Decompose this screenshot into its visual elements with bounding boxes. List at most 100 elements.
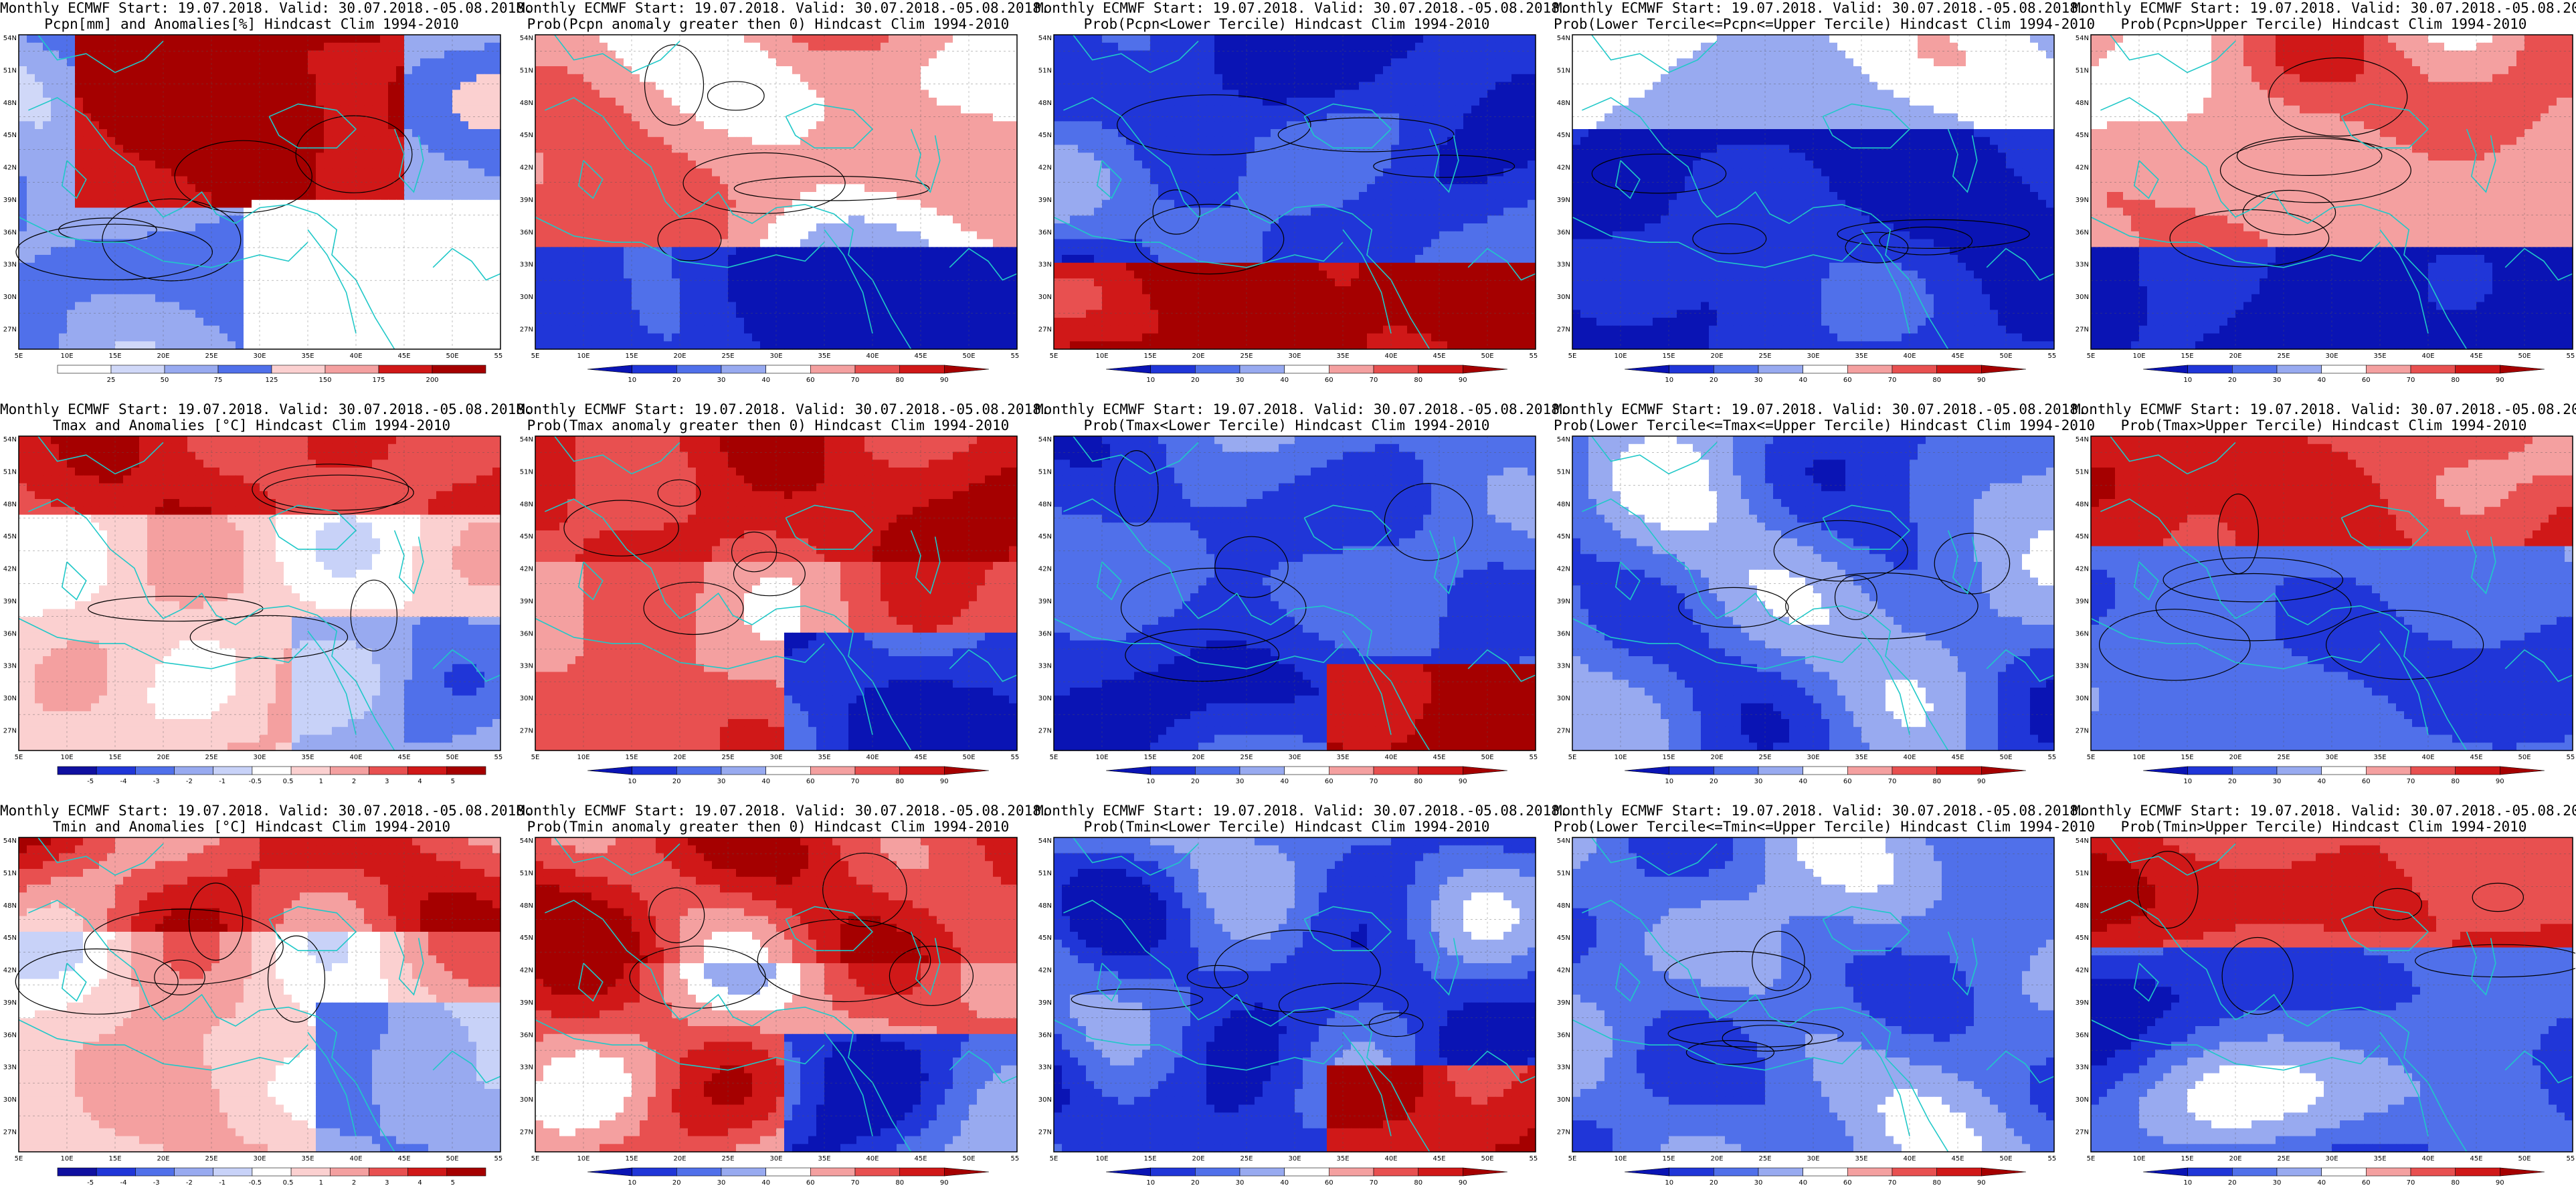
colorbar-tick-label: 90 — [1459, 778, 1467, 785]
lon-label: 40E — [349, 754, 362, 761]
colorbar-swatch — [1284, 766, 1329, 775]
lat-label: 33N — [1038, 663, 1052, 670]
colorbar-swatch — [1624, 1167, 1669, 1177]
colorbar-swatch — [1981, 1167, 2027, 1177]
colorbar-tick-label: -2 — [186, 1179, 193, 1187]
lon-label: 50E — [1999, 353, 2012, 360]
colorbar-swatch — [1328, 365, 1374, 374]
lon-label: 15E — [625, 353, 638, 360]
colorbar: -5 -4 -3 -2 -1 -0.5 0.5 1 2 3 4 5 — [44, 1167, 499, 1189]
colorbar-tick-label: 40 — [1280, 1179, 1289, 1187]
colorbar-tick-label: 70 — [851, 778, 860, 785]
lon-label: 30E — [2325, 1155, 2338, 1163]
lat-label: 42N — [3, 566, 17, 573]
panel-title-line1: Monthly ECMWF Start: 19.07.2018. Valid: … — [2072, 401, 2576, 417]
lon-label: 25E — [1758, 754, 1771, 761]
panel-title-line1: Monthly ECMWF Start: 19.07.2018. Valid: … — [0, 401, 533, 417]
field-shading — [1054, 837, 1536, 1152]
map-plot: 54N 51N 48N 45N 42N 39N 36N 33N 30N 27N 5E 10E 15E 20… — [1557, 34, 2057, 360]
colorbar-tick-label: -4 — [120, 1179, 127, 1187]
colorbar-tick-label: 40 — [2317, 1179, 2326, 1187]
colorbar-swatch — [632, 1167, 677, 1177]
lon-label: 15E — [108, 754, 121, 761]
colorbar-swatch — [2232, 365, 2278, 374]
colorbar-tick-label: -5 — [87, 1179, 94, 1187]
colorbar-swatch — [1758, 1167, 1803, 1177]
lat-label: 45N — [1038, 132, 1052, 139]
contour-lines — [644, 44, 930, 262]
lon-label: 25E — [1240, 353, 1253, 360]
lat-label: 42N — [2076, 566, 2089, 573]
map-frame — [535, 34, 1018, 350]
grid-lines — [19, 436, 500, 750]
colorbar-swatch — [2187, 1167, 2233, 1177]
lon-label: 5E — [531, 754, 540, 761]
lon-label: 40E — [866, 353, 879, 360]
colorbar-swatch — [1803, 365, 1848, 374]
lat-label: 33N — [520, 262, 533, 269]
colorbar-tick-label: 30 — [717, 377, 726, 384]
lon-label: 5E — [531, 353, 540, 360]
colorbar-swatch — [1239, 766, 1285, 775]
panel-title: Monthly ECMWF Start: 19.07.2018. Valid: … — [1554, 0, 2095, 32]
lat-label: 27N — [520, 326, 533, 334]
colorbar-swatch — [2232, 766, 2278, 775]
lon-label: 50E — [2518, 1155, 2531, 1163]
lon-label: 55E — [2047, 353, 2057, 360]
grid-lines — [535, 35, 1017, 349]
field-shading — [19, 35, 501, 350]
grid-lines — [1572, 837, 2054, 1152]
colorbar-tick-label: 40 — [1280, 377, 1289, 384]
colorbar-tick-label: 70 — [2407, 1179, 2415, 1187]
colorbar: 10 20 30 40 60 70 80 90 — [1093, 364, 1521, 387]
colorbar-tick-label: 200 — [426, 377, 438, 384]
lon-label: 5E — [2087, 754, 2096, 761]
colorbar-tick-label: 40 — [1799, 778, 1807, 785]
colorbar-tick-label: 30 — [1754, 377, 1763, 384]
lat-label: 36N — [520, 1031, 533, 1039]
colorbar-swatch — [1195, 365, 1240, 374]
lat-label: 54N — [2076, 35, 2089, 42]
lat-label: 30N — [3, 695, 17, 702]
colorbar-swatch — [632, 766, 677, 775]
colorbar-swatch — [587, 1167, 632, 1177]
lat-label: 51N — [1038, 67, 1052, 74]
colorbar-tick-label: 90 — [940, 377, 949, 384]
panel-title-line1: Monthly ECMWF Start: 19.07.2018. Valid: … — [1035, 401, 1568, 417]
colorbar-swatch — [1239, 365, 1285, 374]
lon-label: 35E — [2373, 754, 2386, 761]
lat-label: 54N — [2076, 436, 2089, 443]
lat-label: 30N — [3, 1096, 17, 1104]
colorbar-tick-label: 20 — [672, 1179, 681, 1187]
colorbar-tick-label: -4 — [120, 778, 127, 785]
lon-label: 30E — [769, 1155, 782, 1163]
colorbar-tick-label: 10 — [1146, 1179, 1155, 1187]
colorbar-tick-label: 60 — [2362, 778, 2371, 785]
colorbar-tick-label: 80 — [1932, 778, 1941, 785]
colorbar-tick-label: 70 — [1370, 1179, 1378, 1187]
lat-label: 51N — [1557, 67, 1570, 74]
lon-label: 20E — [157, 1155, 169, 1163]
panel-title-line2: Prob(Tmax anomaly greater then 0) Hindca… — [517, 417, 1020, 433]
lat-label: 39N — [2076, 197, 2089, 204]
lat-label: 45N — [2076, 132, 2089, 139]
colorbar-swatch — [1981, 766, 2027, 775]
lon-label: 45E — [1433, 1155, 1445, 1163]
panel-title: Monthly ECMWF Start: 19.07.2018. Valid: … — [2072, 0, 2576, 32]
lat-label: 48N — [3, 100, 17, 107]
map-plot: 54N 51N 48N 45N 42N 39N 36N 33N 30N 27N 5E 10E 15E 20… — [1557, 435, 2057, 761]
lon-label: 10E — [1095, 353, 1108, 360]
contour-lines — [1117, 94, 1515, 275]
panel-title: Monthly ECMWF Start: 19.07.2018. Valid: … — [1554, 803, 2095, 835]
lon-label: 55E — [2047, 754, 2057, 761]
colorbar-swatch — [2500, 1167, 2545, 1177]
colorbar-swatch — [854, 766, 900, 775]
lon-label: 40E — [1903, 353, 1916, 360]
colorbar: 10 20 30 40 60 70 80 90 — [2130, 765, 2558, 788]
lon-label: 55E — [494, 353, 503, 360]
panel-title-line1: Monthly ECMWF Start: 19.07.2018. Valid: … — [517, 401, 1050, 417]
map-frame — [18, 34, 501, 350]
colorbar-swatch — [854, 1167, 900, 1177]
lat-label: 48N — [1038, 501, 1052, 508]
colorbar-tick-label: 70 — [1888, 778, 1897, 785]
